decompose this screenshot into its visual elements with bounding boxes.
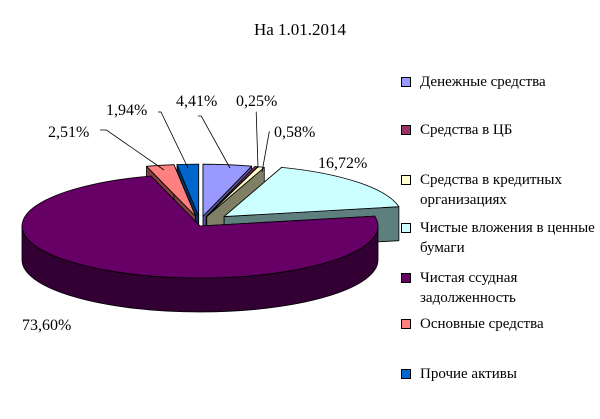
legend-swatch	[401, 175, 411, 185]
slice-top	[205, 166, 258, 217]
slice-top	[202, 163, 253, 217]
legend-label: Средства в кредитных организациях	[420, 172, 563, 208]
label-other-assets: 1,94%	[106, 102, 147, 119]
leader-line	[158, 111, 189, 169]
legend-swatch	[401, 273, 411, 283]
leader-line	[100, 129, 165, 171]
legend-label: Средства в ЦБ	[420, 122, 513, 138]
legend-label: Основные средства	[420, 316, 544, 332]
legend-swatch	[401, 223, 411, 233]
legend-swatch	[401, 319, 411, 329]
label-loans: 73,60%	[22, 317, 71, 334]
slice-top	[176, 163, 200, 217]
slice-top	[146, 164, 197, 217]
label-fixed-assets: 2,51%	[48, 124, 89, 141]
chart-title: На 1.01.2014	[253, 20, 347, 39]
leader-line	[198, 115, 231, 169]
leader-line	[261, 131, 270, 173]
slice-top	[21, 175, 379, 279]
label-cash: 4,41%	[176, 93, 217, 110]
legend-swatch	[401, 77, 411, 87]
legend-label: Денежные средства	[420, 74, 546, 90]
legend-label: Прочие активы	[420, 366, 517, 382]
legend-swatch	[401, 369, 411, 379]
leader-line	[255, 111, 259, 169]
label-securities: 16,72%	[318, 155, 367, 172]
slice-top	[223, 166, 400, 217]
slice-loans	[21, 175, 379, 313]
label-central-bank: 0,25%	[236, 93, 277, 110]
label-credit-orgs: 0,58%	[274, 124, 315, 141]
legend-label: Чистая ссудная задолженность	[420, 270, 518, 306]
legend-label: Чистые вложения в ценные бумаги	[420, 220, 595, 256]
legend-swatch	[401, 125, 411, 135]
